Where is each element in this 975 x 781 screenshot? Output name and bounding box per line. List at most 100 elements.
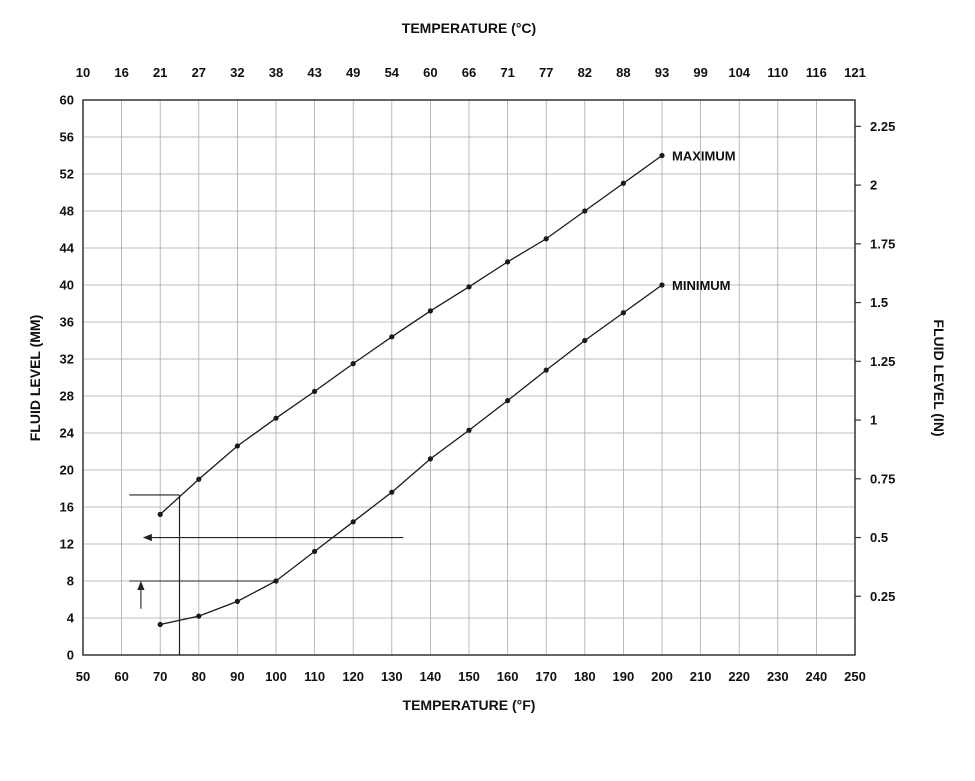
data-point-marker bbox=[659, 152, 665, 159]
mm-tick-label: 60 bbox=[60, 93, 74, 108]
data-point-marker bbox=[620, 310, 627, 316]
celsius-tick-label: 49 bbox=[346, 65, 360, 80]
series-label-maximum: MAXIMUM bbox=[672, 149, 736, 164]
data-point-marker bbox=[582, 208, 588, 214]
fahrenheit-tick-label: 90 bbox=[230, 669, 244, 684]
mm-tick-label: 24 bbox=[60, 426, 75, 441]
fahrenheit-tick-labels: 50 60 70 80 90 100 110 120 130 140 150 160 170 180 190… bbox=[76, 669, 866, 684]
data-point-marker bbox=[427, 308, 433, 314]
fahrenheit-tick-label: 230 bbox=[767, 669, 789, 684]
mm-tick-label: 36 bbox=[60, 315, 74, 330]
inch-tick-marks bbox=[855, 125, 861, 597]
celsius-tick-label: 10 bbox=[76, 65, 90, 80]
data-point-marker bbox=[582, 337, 588, 344]
celsius-tick-labels: 10 16 21 27 32 38 43 49 54 60 66 71 77 82 88 93 99 104 110… bbox=[76, 65, 866, 80]
series-line-maximum bbox=[159, 154, 663, 515]
inch-tick-label: 2.25 bbox=[870, 119, 895, 134]
celsius-tick-label: 88 bbox=[616, 65, 630, 80]
mm-tick-label: 44 bbox=[60, 241, 75, 256]
celsius-tick-label: 16 bbox=[114, 65, 128, 80]
fahrenheit-tick-label: 70 bbox=[153, 669, 167, 684]
celsius-tick-label: 66 bbox=[462, 65, 476, 80]
mm-tick-label: 40 bbox=[60, 278, 74, 293]
celsius-tick-label: 32 bbox=[230, 65, 244, 80]
inch-tick-label: 0.25 bbox=[870, 589, 895, 604]
fahrenheit-tick-label: 200 bbox=[651, 669, 673, 684]
series-line-minimum bbox=[160, 284, 663, 626]
data-point-marker bbox=[543, 367, 549, 373]
celsius-tick-label: 71 bbox=[500, 65, 514, 80]
inch-tick-label: 0.75 bbox=[870, 471, 895, 486]
series-curves bbox=[157, 152, 665, 628]
data-point-marker bbox=[659, 282, 665, 288]
inch-tick-label: 2 bbox=[870, 178, 877, 193]
fahrenheit-tick-label: 60 bbox=[114, 669, 128, 684]
celsius-tick-label: 60 bbox=[423, 65, 437, 80]
inch-tick-labels: 0.25 0.5 0.75 1 1.25 1.5 1.75 2 2.25 bbox=[870, 119, 895, 604]
fahrenheit-tick-label: 170 bbox=[535, 669, 557, 684]
celsius-tick-label: 110 bbox=[767, 65, 788, 80]
fahrenheit-tick-label: 190 bbox=[613, 669, 635, 684]
inch-tick-label: 1.25 bbox=[870, 354, 895, 369]
inch-tick-label: 1 bbox=[870, 413, 877, 428]
mm-tick-label: 4 bbox=[67, 611, 75, 626]
celsius-tick-label: 116 bbox=[806, 65, 827, 80]
data-point-marker bbox=[196, 476, 202, 482]
data-point-marker bbox=[312, 548, 318, 555]
data-point-marker bbox=[196, 613, 202, 619]
celsius-tick-label: 21 bbox=[153, 65, 167, 80]
fahrenheit-tick-label: 110 bbox=[304, 669, 325, 684]
data-point-marker bbox=[157, 621, 163, 628]
up-arrowhead-icon bbox=[137, 581, 145, 590]
data-point-marker bbox=[389, 334, 395, 340]
series-label-minimum: MINIMUM bbox=[672, 278, 731, 293]
bottom-axis-title: TEMPERATURE (°F) bbox=[403, 697, 536, 713]
data-point-marker bbox=[543, 236, 549, 242]
celsius-tick-label: 93 bbox=[655, 65, 669, 80]
fahrenheit-tick-label: 100 bbox=[265, 669, 287, 684]
celsius-tick-label: 77 bbox=[539, 65, 553, 80]
inch-tick-label: 0.5 bbox=[870, 530, 888, 545]
data-point-marker bbox=[466, 427, 472, 433]
celsius-tick-label: 82 bbox=[578, 65, 592, 80]
mm-tick-label: 56 bbox=[60, 130, 74, 145]
celsius-tick-label: 27 bbox=[192, 65, 206, 80]
data-point-marker bbox=[312, 388, 318, 394]
data-point-marker bbox=[234, 598, 240, 604]
celsius-tick-label: 38 bbox=[269, 65, 283, 80]
fahrenheit-tick-label: 210 bbox=[690, 669, 712, 684]
data-point-marker bbox=[350, 519, 356, 525]
fahrenheit-tick-label: 140 bbox=[420, 669, 442, 684]
celsius-tick-label: 104 bbox=[728, 65, 750, 80]
fahrenheit-tick-label: 80 bbox=[192, 669, 206, 684]
inch-tick-label: 1.75 bbox=[870, 236, 895, 251]
mm-tick-label: 20 bbox=[60, 463, 74, 478]
data-point-marker bbox=[389, 489, 395, 495]
data-point-marker bbox=[273, 578, 279, 584]
celsius-tick-label: 99 bbox=[693, 65, 707, 80]
mm-tick-label: 52 bbox=[60, 167, 74, 182]
data-point-marker bbox=[157, 511, 163, 517]
mm-tick-label: 0 bbox=[67, 648, 74, 663]
fahrenheit-tick-label: 240 bbox=[806, 669, 828, 684]
mm-tick-label: 48 bbox=[60, 204, 74, 219]
celsius-tick-label: 121 bbox=[844, 65, 866, 80]
celsius-tick-label: 54 bbox=[385, 65, 400, 80]
fahrenheit-tick-label: 130 bbox=[381, 669, 403, 684]
fahrenheit-tick-label: 180 bbox=[574, 669, 596, 684]
fahrenheit-tick-label: 220 bbox=[728, 669, 750, 684]
fahrenheit-tick-label: 50 bbox=[76, 669, 90, 684]
data-point-marker bbox=[505, 259, 511, 265]
left-arrowhead-icon bbox=[142, 533, 152, 542]
data-point-marker bbox=[427, 456, 433, 462]
mm-tick-label: 28 bbox=[60, 389, 74, 404]
annotations bbox=[129, 494, 404, 655]
left-axis-title: FLUID LEVEL (MM) bbox=[27, 315, 43, 442]
top-axis-title: TEMPERATURE (°C) bbox=[402, 20, 536, 36]
series-labels: MAXIMUM MINIMUM bbox=[672, 149, 736, 294]
fahrenheit-tick-label: 150 bbox=[458, 669, 480, 684]
mm-tick-label: 32 bbox=[60, 352, 74, 367]
data-point-marker bbox=[273, 415, 279, 421]
